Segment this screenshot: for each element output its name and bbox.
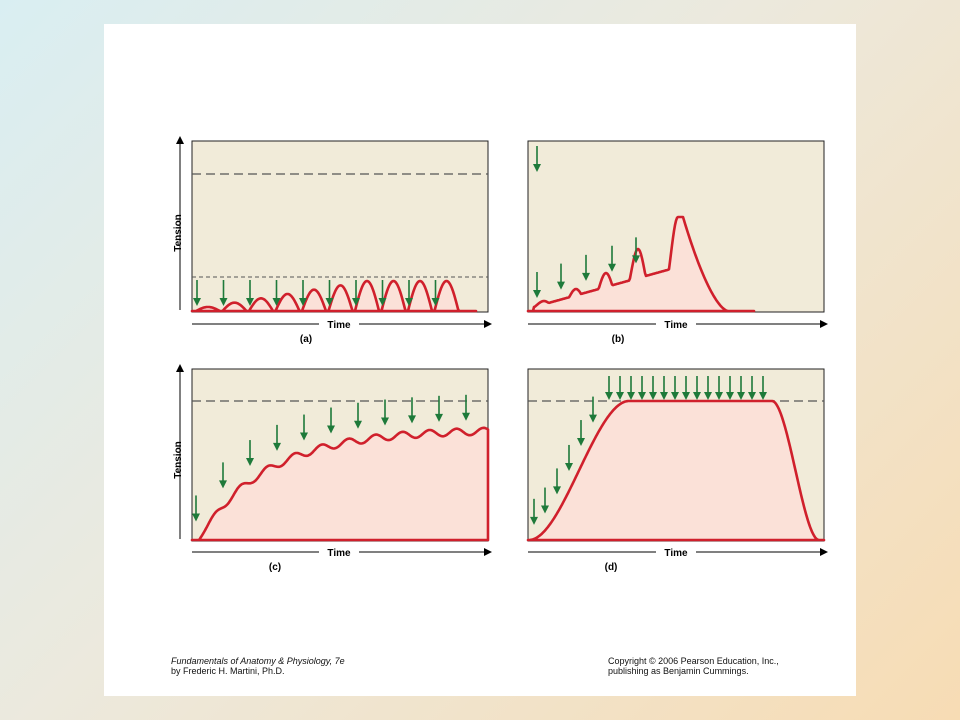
stimulus-arrowhead [530, 516, 538, 525]
stimulus-arrowhead [565, 462, 573, 471]
stimulus-arrowhead [759, 392, 767, 400]
stimulus-arrowhead [299, 298, 307, 306]
stimulus-arrowhead [553, 486, 561, 495]
panel-a: Time Tension (a) [173, 136, 492, 345]
stimulus-arrowhead [557, 281, 565, 290]
stimulus-arrowhead [660, 392, 668, 400]
stimulus-arrowhead [246, 298, 254, 306]
stimulus-arrowhead [582, 272, 590, 281]
stimulus-arrowhead [682, 392, 690, 400]
stimulus-arrowhead [533, 290, 541, 298]
copyright-notice: Copyright © 2006 Pearson Education, Inc.… [608, 656, 779, 676]
publisher-line: publishing as Benjamin Cummings. [608, 666, 749, 676]
stimulus-arrowhead [219, 480, 227, 489]
stimulus-arrowhead [272, 298, 281, 306]
panel-d-stimulus-arrows [530, 376, 767, 525]
copyright-line: Copyright © 2006 Pearson Education, Inc.… [608, 656, 779, 666]
stimulus-arrowhead [541, 505, 549, 514]
panel-a-stimulus-arrows [193, 280, 440, 306]
panel-d: Time (d) [526, 368, 828, 573]
panel-b-stimulus-arrows [533, 146, 640, 298]
stimulus-arrowhead [589, 414, 597, 423]
stimulus-arrowhead [300, 432, 308, 441]
stimulus-arrowhead [378, 298, 387, 306]
stimulus-arrowhead [246, 458, 254, 467]
panel-b-x-label: Time [664, 320, 688, 331]
panel-b-tension-curve [526, 215, 756, 313]
stimulus-arrowhead [435, 413, 443, 422]
stimulus-arrowhead [737, 392, 745, 400]
stimulus-arrowhead [577, 438, 585, 447]
stimulus-arrowhead [408, 415, 416, 424]
stimulus-arrowhead [193, 298, 201, 306]
stimulus-arrowhead [219, 298, 228, 306]
stimulus-arrowhead [616, 392, 624, 400]
stimulus-arrowhead [704, 392, 712, 400]
stimulus-arrowhead [381, 417, 389, 426]
stimulus-arrowhead [608, 263, 616, 272]
stimulus-arrowhead [533, 164, 541, 172]
book-title: Fundamentals of Anatomy & Physiology, 7e [171, 656, 345, 666]
panel-b-label: (b) [612, 334, 625, 345]
stimulus-arrowhead [405, 298, 413, 306]
panel-c-y-label: Tension [173, 441, 184, 479]
panel-c: Time Tension (c) [173, 364, 492, 573]
slide: Time Tension (a) Time (b) Time Tension [104, 24, 856, 696]
stimulus-arrowhead [192, 513, 200, 522]
stimulus-arrowhead [649, 392, 657, 400]
stimulus-arrowhead [671, 392, 679, 400]
panel-c-x-label: Time [327, 548, 351, 559]
stimulus-arrowhead [627, 392, 635, 400]
stimulus-arrowhead [605, 392, 613, 400]
book-author: by Frederic H. Martini, Ph.D. [171, 666, 285, 676]
panel-a-background [191, 140, 489, 313]
panel-d-tension-curve [526, 399, 826, 542]
stimulus-arrowhead [354, 420, 362, 429]
tension-figure: Time Tension (a) Time (b) Time Tension [173, 136, 828, 573]
stimulus-arrowhead [327, 425, 335, 434]
panel-c-stimulus-arrows [192, 394, 470, 522]
panel-b: Time (b) [526, 140, 828, 345]
stimulus-arrowhead [352, 298, 360, 306]
panel-a-label: (a) [300, 334, 312, 345]
panel-a-tension-curve [190, 279, 478, 313]
panel-d-label: (d) [605, 562, 618, 573]
panel-c-label: (c) [269, 562, 281, 573]
stimulus-arrowhead [632, 255, 640, 264]
stimulus-arrowhead [748, 392, 756, 400]
stimulus-arrowhead [462, 412, 470, 421]
stimulus-arrowhead [431, 298, 440, 306]
stimulus-arrowhead [638, 392, 646, 400]
stimulus-arrowhead [325, 298, 334, 306]
stimulus-arrowhead [273, 442, 281, 451]
panel-c-tension-curve [190, 426, 490, 542]
book-credit: Fundamentals of Anatomy & Physiology, 7e… [171, 656, 345, 676]
panel-a-y-label: Tension [173, 214, 184, 252]
stimulus-arrowhead [715, 392, 723, 400]
stimulus-arrowhead [726, 392, 734, 400]
stimulus-arrowhead [693, 392, 701, 400]
panel-d-x-label: Time [664, 548, 688, 559]
panel-a-x-label: Time [327, 320, 351, 331]
